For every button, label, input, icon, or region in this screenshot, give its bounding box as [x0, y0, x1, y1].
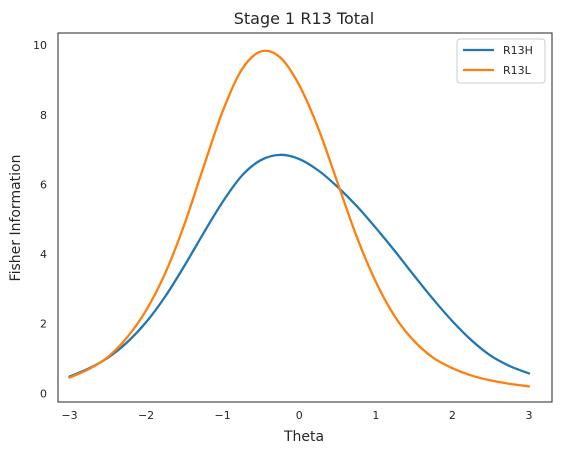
- legend-label-r13h: R13H: [503, 44, 533, 57]
- x-tick-label: −3: [61, 409, 77, 422]
- legend-label-r13l: R13L: [503, 64, 532, 77]
- y-axis-label: Fisher Information: [8, 155, 24, 282]
- chart-title: Stage 1 R13 Total: [234, 9, 375, 28]
- x-tick-label: −1: [215, 409, 231, 422]
- series-line-r13l: [68, 49, 531, 388]
- y-tick-label: 2: [40, 318, 47, 331]
- series-line-r13h: [68, 153, 531, 378]
- x-tick-label: 2: [449, 409, 456, 422]
- x-tick-labels: −3 −2 −1 0 1 2 3: [61, 409, 532, 422]
- legend: R13H R13L: [456, 38, 546, 84]
- x-tick-label: −2: [138, 409, 154, 422]
- x-tick-label: 3: [526, 409, 533, 422]
- y-tick-label: 4: [40, 248, 47, 261]
- y-tick-label: 10: [33, 39, 47, 52]
- x-tick-label: 1: [372, 409, 379, 422]
- y-tick-labels: 0 2 4 6 8 10: [33, 39, 47, 400]
- x-axis-label: Theta: [283, 429, 324, 445]
- y-tick-label: 0: [40, 387, 47, 400]
- x-tick-label: 0: [296, 409, 303, 422]
- y-tick-label: 8: [40, 109, 47, 122]
- y-tick-label: 6: [40, 178, 47, 191]
- series-lines: [68, 49, 531, 388]
